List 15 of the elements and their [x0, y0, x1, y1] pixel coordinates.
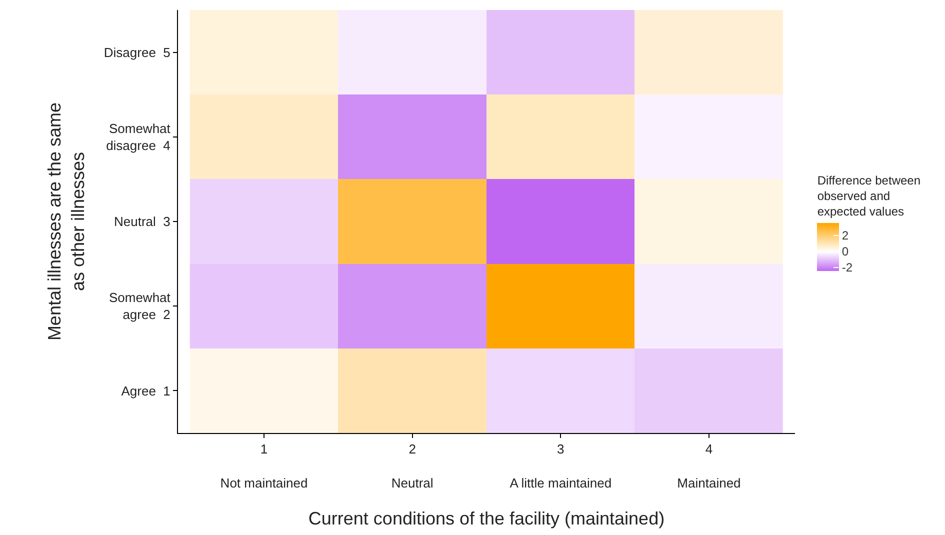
category-label: 4 Maintained	[677, 442, 741, 490]
color-bar-label: -2	[842, 260, 853, 275]
y-tick-label: Neutral 3	[114, 214, 170, 230]
category-label: 1 Not maintained	[220, 442, 308, 490]
category-label: 3 A little maintained	[510, 442, 612, 490]
x-axis-title: Current conditions of the facility (maintained)	[308, 508, 665, 528]
y-tick-label: Somewhat agree 2	[108, 290, 171, 322]
y-axis-title: Mental illnesses are the same as other illnesses	[44, 102, 88, 341]
y-tick-label: Somewhat disagree 4	[106, 121, 171, 153]
y-tick-label: Disagree 5	[104, 44, 170, 60]
color-bar-label: 0	[842, 244, 849, 259]
y-tick-label: Agree 1	[121, 383, 170, 398]
color-bar-label: 2	[842, 228, 849, 243]
category-label: 2 Neutral	[391, 442, 434, 490]
legend-title: Difference between observed and expected values	[817, 174, 921, 219]
